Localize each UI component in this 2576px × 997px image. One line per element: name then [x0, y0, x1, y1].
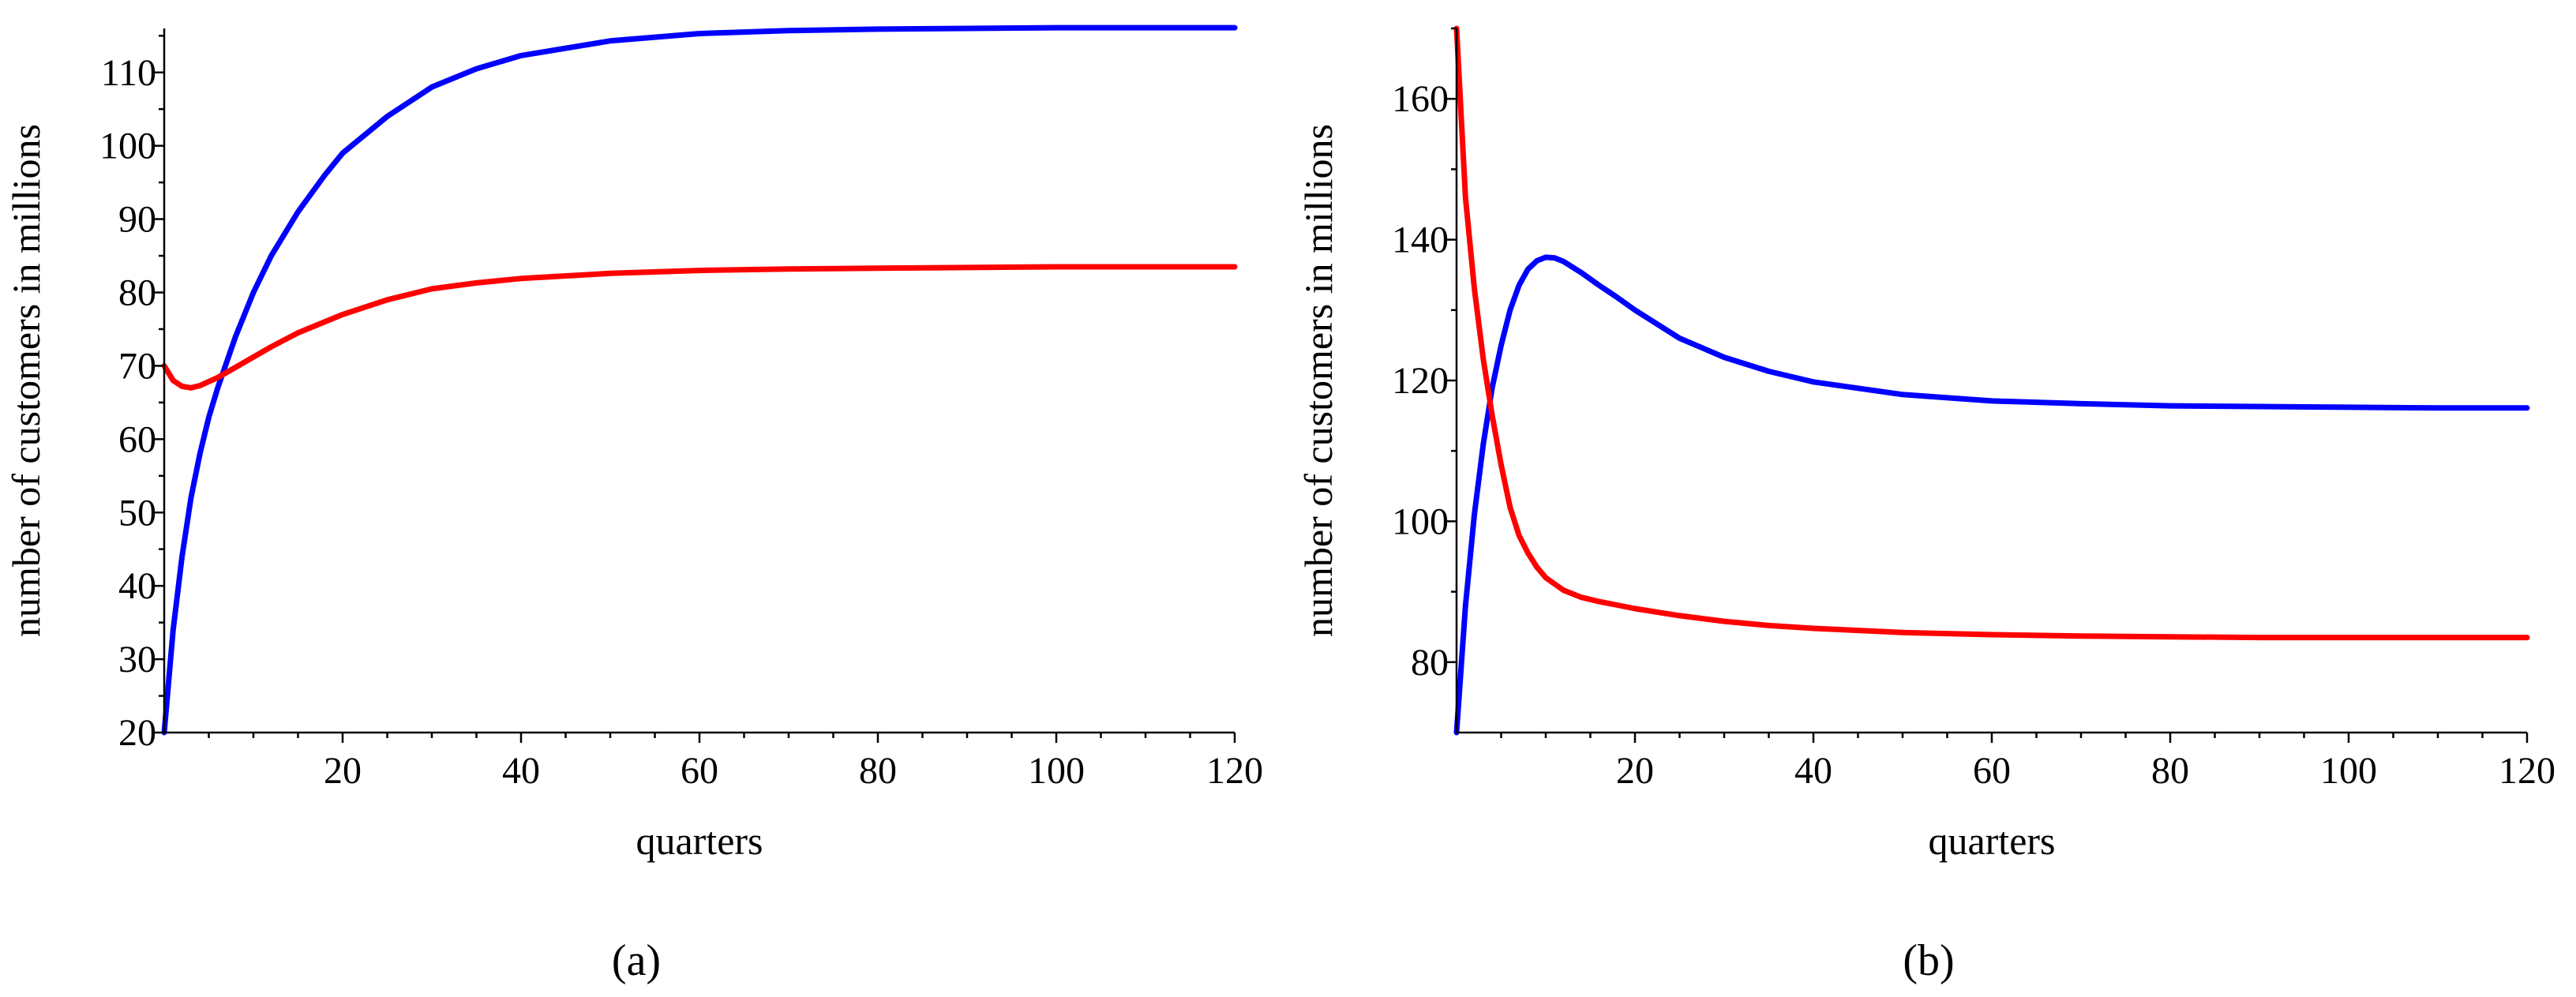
- x-tick-label-b: 120: [2499, 750, 2555, 792]
- x-tick-label-a: 100: [1028, 750, 1085, 792]
- y-tick-label-a: 30: [118, 639, 156, 680]
- x-tick-label-b: 20: [1616, 750, 1654, 792]
- y-tick-label-b: 160: [1392, 78, 1449, 120]
- y-tick-label-a: 40: [118, 565, 156, 607]
- y-tick-label-a: 70: [118, 345, 156, 387]
- x-tick-label-a: 60: [681, 750, 718, 792]
- y-axis-title-a: number of customers in millions: [4, 124, 48, 637]
- axes-a: 20 40 60 80 100 120 20 30 40 50 60 70 80 90 100 110: [99, 28, 1263, 792]
- x-tick-label-b: 40: [1794, 750, 1832, 792]
- x-axis-title-b: quarters: [1928, 819, 2055, 863]
- y-tick-label-b: 140: [1392, 219, 1449, 261]
- y-tick-label-a: 60: [118, 418, 156, 460]
- y-tick-label-a: 110: [101, 52, 156, 94]
- y-tick-label-b: 80: [1411, 642, 1449, 684]
- series-line-red-a: [161, 264, 1238, 391]
- x-tick-label-b: 60: [1973, 750, 2011, 792]
- y-tick-label-b: 100: [1392, 500, 1449, 542]
- chart-panel-b: 20 40 60 80 100 120 80 100 120 140 160 quarters nu…: [1296, 25, 2555, 985]
- x-tick-label-b: 80: [2151, 750, 2189, 792]
- x-tick-label-a: 20: [324, 750, 362, 792]
- y-tick-label-a: 50: [118, 492, 156, 534]
- series-line-blue-a: [161, 24, 1238, 736]
- y-tick-label-a: 90: [118, 199, 156, 241]
- series-layer-a: [161, 24, 1238, 736]
- chart-panel-a: 20 40 60 80 100 120 20 30 40 50 60 70 80 90 100 110 qua…: [4, 24, 1263, 985]
- y-tick-label-b: 120: [1392, 360, 1449, 402]
- x-tick-label-a: 120: [1206, 750, 1263, 792]
- series-layer-b: [1453, 25, 2530, 736]
- y-tick-label-a: 100: [99, 126, 156, 167]
- series-line-blue-b: [1453, 254, 2530, 736]
- y-tick-label-a: 20: [118, 712, 156, 754]
- x-tick-label-b: 100: [2320, 750, 2377, 792]
- y-tick-label-a: 80: [118, 272, 156, 314]
- axes-b: 20 40 60 80 100 120 80 100 120 140 160: [1392, 27, 2555, 792]
- panel-label-a: (a): [612, 936, 661, 985]
- panel-label-b: (b): [1903, 936, 1954, 985]
- x-axis-title-a: quarters: [636, 819, 763, 863]
- x-tick-label-a: 40: [502, 750, 540, 792]
- x-tick-label-a: 80: [859, 750, 897, 792]
- series-line-red-b: [1453, 25, 2530, 641]
- y-axis-title-b: number of customers in millions: [1296, 124, 1340, 637]
